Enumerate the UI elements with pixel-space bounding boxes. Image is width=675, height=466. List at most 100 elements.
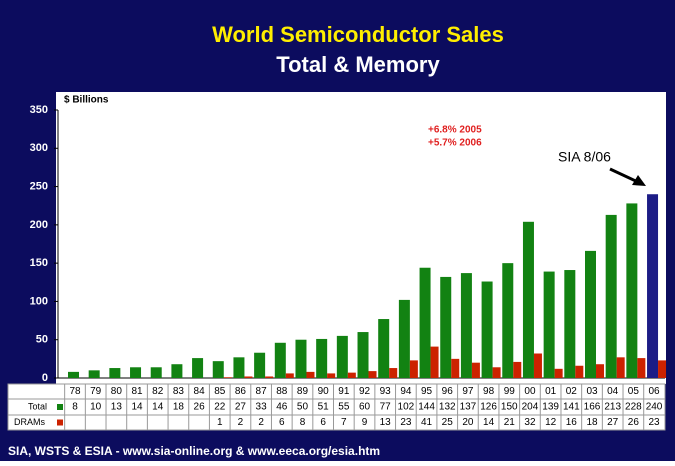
x-tick-label: 02	[566, 386, 578, 397]
bar	[605, 214, 617, 378]
value-label: 33	[256, 402, 268, 413]
y-tick-label: 100	[30, 295, 48, 307]
bar	[575, 365, 584, 378]
bar	[626, 203, 638, 378]
value-label: 2	[258, 417, 264, 428]
value-label: 18	[173, 402, 185, 413]
bar	[368, 371, 377, 378]
bar	[150, 367, 162, 378]
value-label: 132	[439, 402, 456, 413]
x-tick-label: 84	[194, 386, 206, 397]
value-label: 6	[279, 417, 285, 428]
bar	[274, 342, 286, 378]
value-label: 7	[341, 417, 347, 428]
bar	[88, 370, 100, 378]
bar	[378, 319, 390, 378]
value-label: 204	[522, 402, 539, 413]
value-label: 1	[217, 417, 223, 428]
x-tick-label: 79	[90, 386, 102, 397]
value-label: 2	[238, 417, 244, 428]
x-tick-label: 93	[380, 386, 392, 397]
bar	[130, 367, 142, 378]
x-tick-label: 91	[338, 386, 350, 397]
bar	[347, 372, 356, 378]
bar	[192, 358, 204, 378]
bar	[533, 353, 542, 378]
value-label: 18	[586, 417, 598, 428]
bar	[554, 368, 563, 378]
arrow-head	[632, 175, 646, 186]
legend-swatch	[57, 419, 63, 426]
x-tick-label: 87	[256, 386, 268, 397]
bar	[616, 357, 625, 378]
bar	[212, 361, 224, 378]
value-label: 12	[545, 417, 557, 428]
value-label: 9	[362, 417, 368, 428]
value-label: 150	[501, 402, 518, 413]
value-label: 144	[418, 402, 435, 413]
bar	[481, 281, 493, 378]
bar	[409, 360, 418, 378]
x-tick-label: 90	[318, 386, 330, 397]
bar	[109, 368, 121, 378]
x-tick-label: 83	[173, 386, 185, 397]
x-tick-label: 06	[648, 386, 660, 397]
bar	[398, 299, 410, 378]
bar	[430, 346, 439, 378]
value-label: 77	[380, 402, 392, 413]
x-tick-label: 80	[111, 386, 123, 397]
value-label: 141	[563, 402, 580, 413]
x-tick-label: 98	[483, 386, 495, 397]
bar	[171, 364, 183, 378]
bar	[223, 377, 232, 378]
value-label: 60	[359, 402, 371, 413]
value-label: 166	[584, 402, 601, 413]
value-label: 8	[300, 417, 306, 428]
annotation: +6.8% 2005	[428, 125, 482, 136]
value-label: 55	[338, 402, 350, 413]
x-tick-label: 89	[297, 386, 309, 397]
bar	[647, 194, 659, 378]
y-tick-label: 150	[30, 257, 48, 269]
value-label: 139	[542, 402, 559, 413]
value-label: 22	[214, 402, 226, 413]
bar	[265, 376, 274, 378]
x-tick-label: 00	[524, 386, 536, 397]
value-label: 8	[72, 402, 78, 413]
value-label: 240	[646, 402, 663, 413]
value-label: 213	[604, 402, 621, 413]
x-tick-label: 85	[214, 386, 226, 397]
x-tick-label: 78	[69, 386, 81, 397]
bar	[389, 368, 398, 378]
legend-label: Total	[28, 401, 47, 411]
x-tick-label: 04	[607, 386, 619, 397]
value-label: 25	[442, 417, 454, 428]
y-tick-label: 200	[30, 219, 48, 231]
bar	[596, 364, 604, 378]
bar	[316, 338, 328, 378]
bar	[658, 360, 667, 378]
x-tick-label: 97	[462, 386, 474, 397]
y-tick-label: 350	[30, 104, 48, 116]
value-label: 13	[111, 402, 123, 413]
value-label: 23	[648, 417, 660, 428]
value-label: 50	[297, 402, 309, 413]
chart-title: World Semiconductor Sales	[212, 22, 504, 47]
value-label: 14	[152, 402, 164, 413]
value-label: 102	[398, 402, 415, 413]
bar	[306, 371, 315, 378]
x-tick-label: 99	[504, 386, 516, 397]
value-label: 46	[276, 402, 288, 413]
bar	[357, 332, 369, 378]
value-label: 20	[462, 417, 474, 428]
y-tick-label: 300	[30, 142, 48, 154]
bar	[513, 361, 522, 378]
annotation: +5.7% 2006	[428, 138, 482, 149]
chart-subtitle: Total & Memory	[276, 52, 440, 77]
y-axis-label: $ Billions	[64, 95, 109, 106]
bar	[502, 263, 514, 378]
bar	[585, 250, 596, 378]
x-tick-label: 94	[400, 386, 412, 397]
source: SIA, WSTS & ESIA - www.sia-online.org & …	[8, 444, 380, 458]
